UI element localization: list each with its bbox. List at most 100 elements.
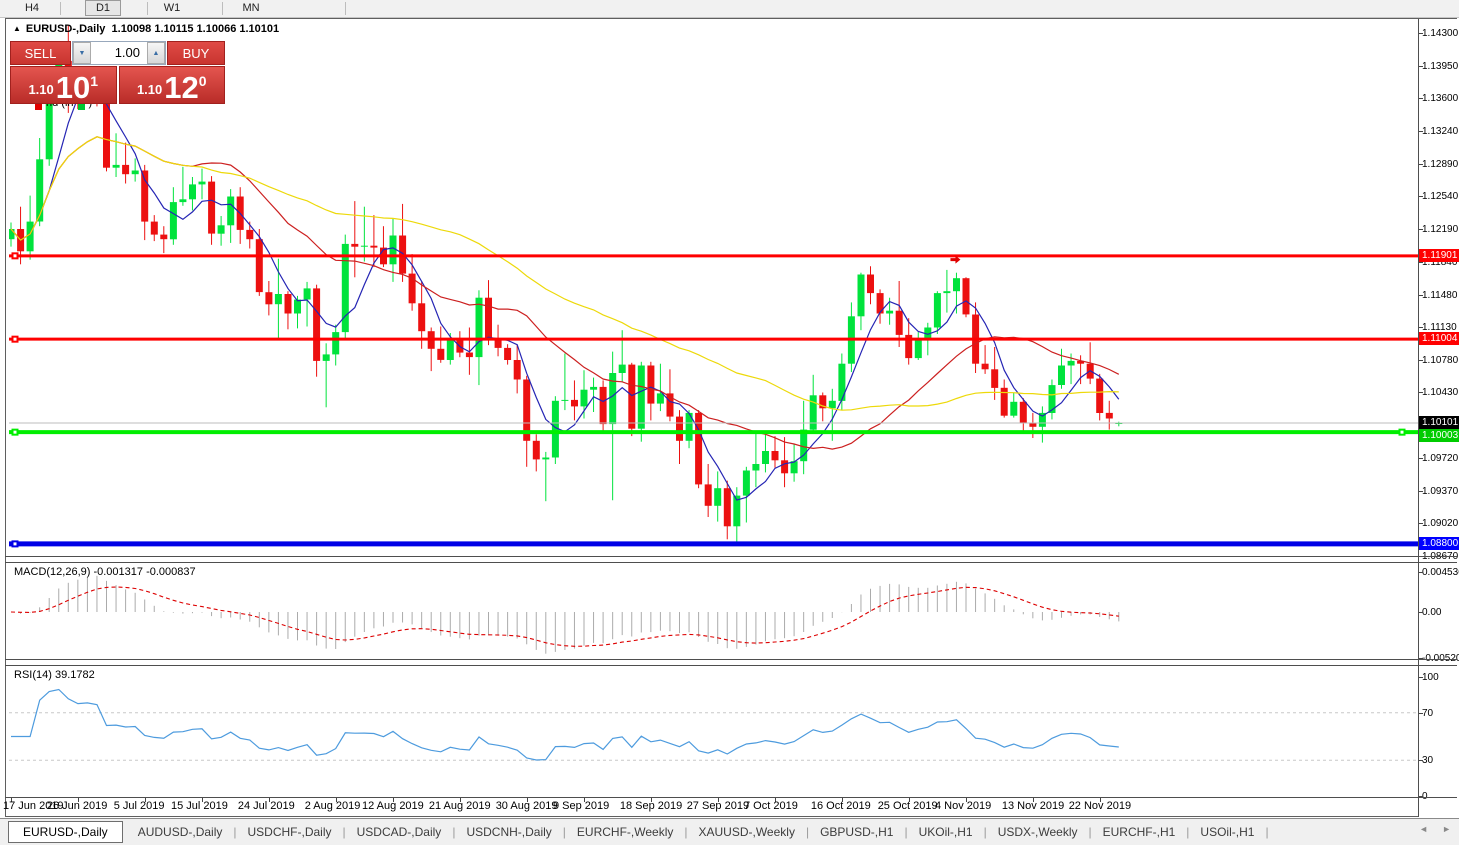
date-label: 24 Jul 2019 xyxy=(237,800,295,812)
date-tick-mark xyxy=(393,798,394,802)
sell-button[interactable]: SELL xyxy=(10,41,71,65)
date-tick-mark xyxy=(966,798,967,802)
date-label: 30 Aug 2019 xyxy=(495,800,558,812)
macd-tick-label: 0.00 xyxy=(1422,607,1442,618)
chart-window xyxy=(5,18,1457,817)
time-axis-line xyxy=(5,797,1457,798)
date-label: 4 Nov 2019 xyxy=(935,800,992,812)
tab-separator: | xyxy=(342,825,346,839)
tab-separator: | xyxy=(1265,825,1269,839)
tab-scroll-right-icon[interactable]: ► xyxy=(1442,824,1451,834)
date-label: 2 Aug 2019 xyxy=(304,800,361,812)
volume-increase-button[interactable]: ▲ xyxy=(147,42,165,64)
price-tick-label: 1.11130 xyxy=(1422,322,1457,334)
tab-scroll-left-icon[interactable]: ◄ xyxy=(1419,824,1429,834)
chart-tab-usdcnh-daily[interactable]: USDCNH-,Daily xyxy=(466,825,552,839)
pane-divider[interactable] xyxy=(5,665,1457,666)
rsi-label: RSI(14) 39.1782 xyxy=(14,669,95,681)
collapse-triangle-icon[interactable]: ▲ xyxy=(13,24,21,33)
toolbar-separator xyxy=(60,2,61,15)
rsi-tick-label: 100 xyxy=(1422,672,1439,683)
green-swatch-icon xyxy=(77,103,85,110)
axis-tick-mark xyxy=(1419,523,1423,525)
axis-tick-mark xyxy=(1419,359,1423,361)
price-tick-label: 1.11480 xyxy=(1422,289,1458,301)
tab-scroll-arrows: ◄ ► xyxy=(1419,824,1451,834)
pane-divider[interactable] xyxy=(5,556,1457,557)
axis-tick-mark xyxy=(1419,327,1423,329)
price-tick-label: 1.10430 xyxy=(1422,387,1459,399)
axis-tick-mark xyxy=(1419,294,1423,296)
axis-tick-mark xyxy=(1419,392,1423,394)
buy-price-sup: 0 xyxy=(198,73,207,89)
date-tick-mark xyxy=(584,798,585,802)
volume-input[interactable]: 1.00 xyxy=(114,45,140,60)
price-badge: 1.10101 xyxy=(1419,416,1459,430)
date-label: 16 Oct 2019 xyxy=(810,800,871,812)
timeframe-button-mn[interactable]: MN xyxy=(242,2,260,14)
buy-button[interactable]: BUY xyxy=(167,41,225,65)
rsi-indicator-canvas[interactable] xyxy=(9,666,1418,797)
sell-price-display[interactable]: 1.10 10 1 xyxy=(10,66,117,104)
sell-price-big: 10 xyxy=(55,70,91,105)
date-label: 26 Jun 2019 xyxy=(46,800,108,812)
price-badge: 1.08800 xyxy=(1419,536,1459,550)
chart-tab-audusd-daily[interactable]: AUDUSD-,Daily xyxy=(137,825,223,839)
volume-decrease-button[interactable]: ▼ xyxy=(73,42,91,64)
price-tick-label: 1.11840 xyxy=(1422,256,1458,268)
date-tick-mark xyxy=(335,798,337,802)
pane-divider[interactable] xyxy=(5,659,1457,660)
chart-ohlc-header: ▲ EURUSD-,Daily 1.10098 1.10115 1.10066 1… xyxy=(13,23,279,35)
pane-divider[interactable] xyxy=(5,562,1457,563)
axis-tick-mark xyxy=(1419,196,1423,198)
price-badge: 1.11901 xyxy=(1419,248,1459,262)
date-tick-mark xyxy=(11,798,12,802)
price-tick-label: 1.13240 xyxy=(1422,126,1459,138)
price-tick-label: 1.12540 xyxy=(1422,191,1459,203)
price-tick-label: 1.09020 xyxy=(1422,518,1459,530)
tab-separator: | xyxy=(983,825,987,839)
price-chart-canvas[interactable] xyxy=(9,20,1418,557)
toolbar-separator xyxy=(222,2,223,15)
tab-separator: | xyxy=(1088,825,1092,839)
axis-tick-mark xyxy=(1419,612,1423,613)
price-badge: 1.11004 xyxy=(1419,332,1459,346)
price-tick-label: 1.12190 xyxy=(1422,223,1459,235)
date-tick-mark xyxy=(908,798,910,802)
chart-tab-gbpusd-h1[interactable]: GBPUSD-,H1 xyxy=(820,825,894,839)
chart-tab-usdchf-daily[interactable]: USDCHF-,Daily xyxy=(247,825,332,839)
toolbar-separator xyxy=(345,2,346,15)
date-tick-mark xyxy=(202,798,203,802)
chart-tab-bar: EURUSD-,Daily AUDUSD-,Daily | USDCHF-,Daily… xyxy=(0,818,1459,845)
date-tick-mark xyxy=(144,798,146,802)
chart-tab-xauusd-weekly[interactable]: XAUUSD-,Weekly xyxy=(698,825,795,839)
axis-tick-mark xyxy=(1419,228,1423,230)
timeframe-button-w1[interactable]: W1 xyxy=(163,2,181,14)
date-label: 27 Sep 2019 xyxy=(686,800,750,812)
axis-tick-mark xyxy=(1419,163,1423,165)
timeframe-button-h4[interactable]: H4 xyxy=(24,2,40,14)
date-label: 17 Jun 2019 xyxy=(3,800,64,812)
chart-tab-eurchf-h1[interactable]: EURCHF-,H1 xyxy=(1102,825,1176,839)
chart-tab-usdx-weekly[interactable]: USDX-,Weekly xyxy=(997,825,1078,839)
date-label: 12 Aug 2019 xyxy=(362,800,424,812)
buy-price-display[interactable]: 1.10 12 0 xyxy=(118,66,225,104)
date-label: 9 Sep 2019 xyxy=(553,800,610,812)
axis-tick-mark xyxy=(1419,760,1423,762)
tab-separator: | xyxy=(904,825,908,839)
macd-indicator-canvas[interactable] xyxy=(9,563,1418,659)
chart-tab-usoil-h1[interactable]: USOil-,H1 xyxy=(1200,825,1255,839)
volume-spinner: ▼ 1.00 ▲ xyxy=(72,41,166,65)
chart-tab-eurchf-weekly[interactable]: EURCHF-,Weekly xyxy=(576,825,674,839)
macd-label: MACD(12,26,9) -0.001317 -0.000837 xyxy=(14,566,196,578)
timeframe-button-d1[interactable]: D1 xyxy=(85,0,121,16)
sell-price-sup: 1 xyxy=(90,73,99,89)
chart-tab-eurusd-daily[interactable]: EURUSD-,Daily xyxy=(8,821,123,843)
price-axis[interactable]: 1.14300 1.13950 1.13600 1.13240 1.12890 1.125… xyxy=(1418,19,1459,817)
axis-tick-mark xyxy=(1419,657,1423,659)
chart-tab-ukoil-h1[interactable]: UKOil-,H1 xyxy=(918,825,973,839)
chart-tab-usdcad-daily[interactable]: USDCAD-,Daily xyxy=(356,825,442,839)
date-tick-mark xyxy=(77,798,79,802)
price-tick-label: 1.10780 xyxy=(1422,354,1459,366)
